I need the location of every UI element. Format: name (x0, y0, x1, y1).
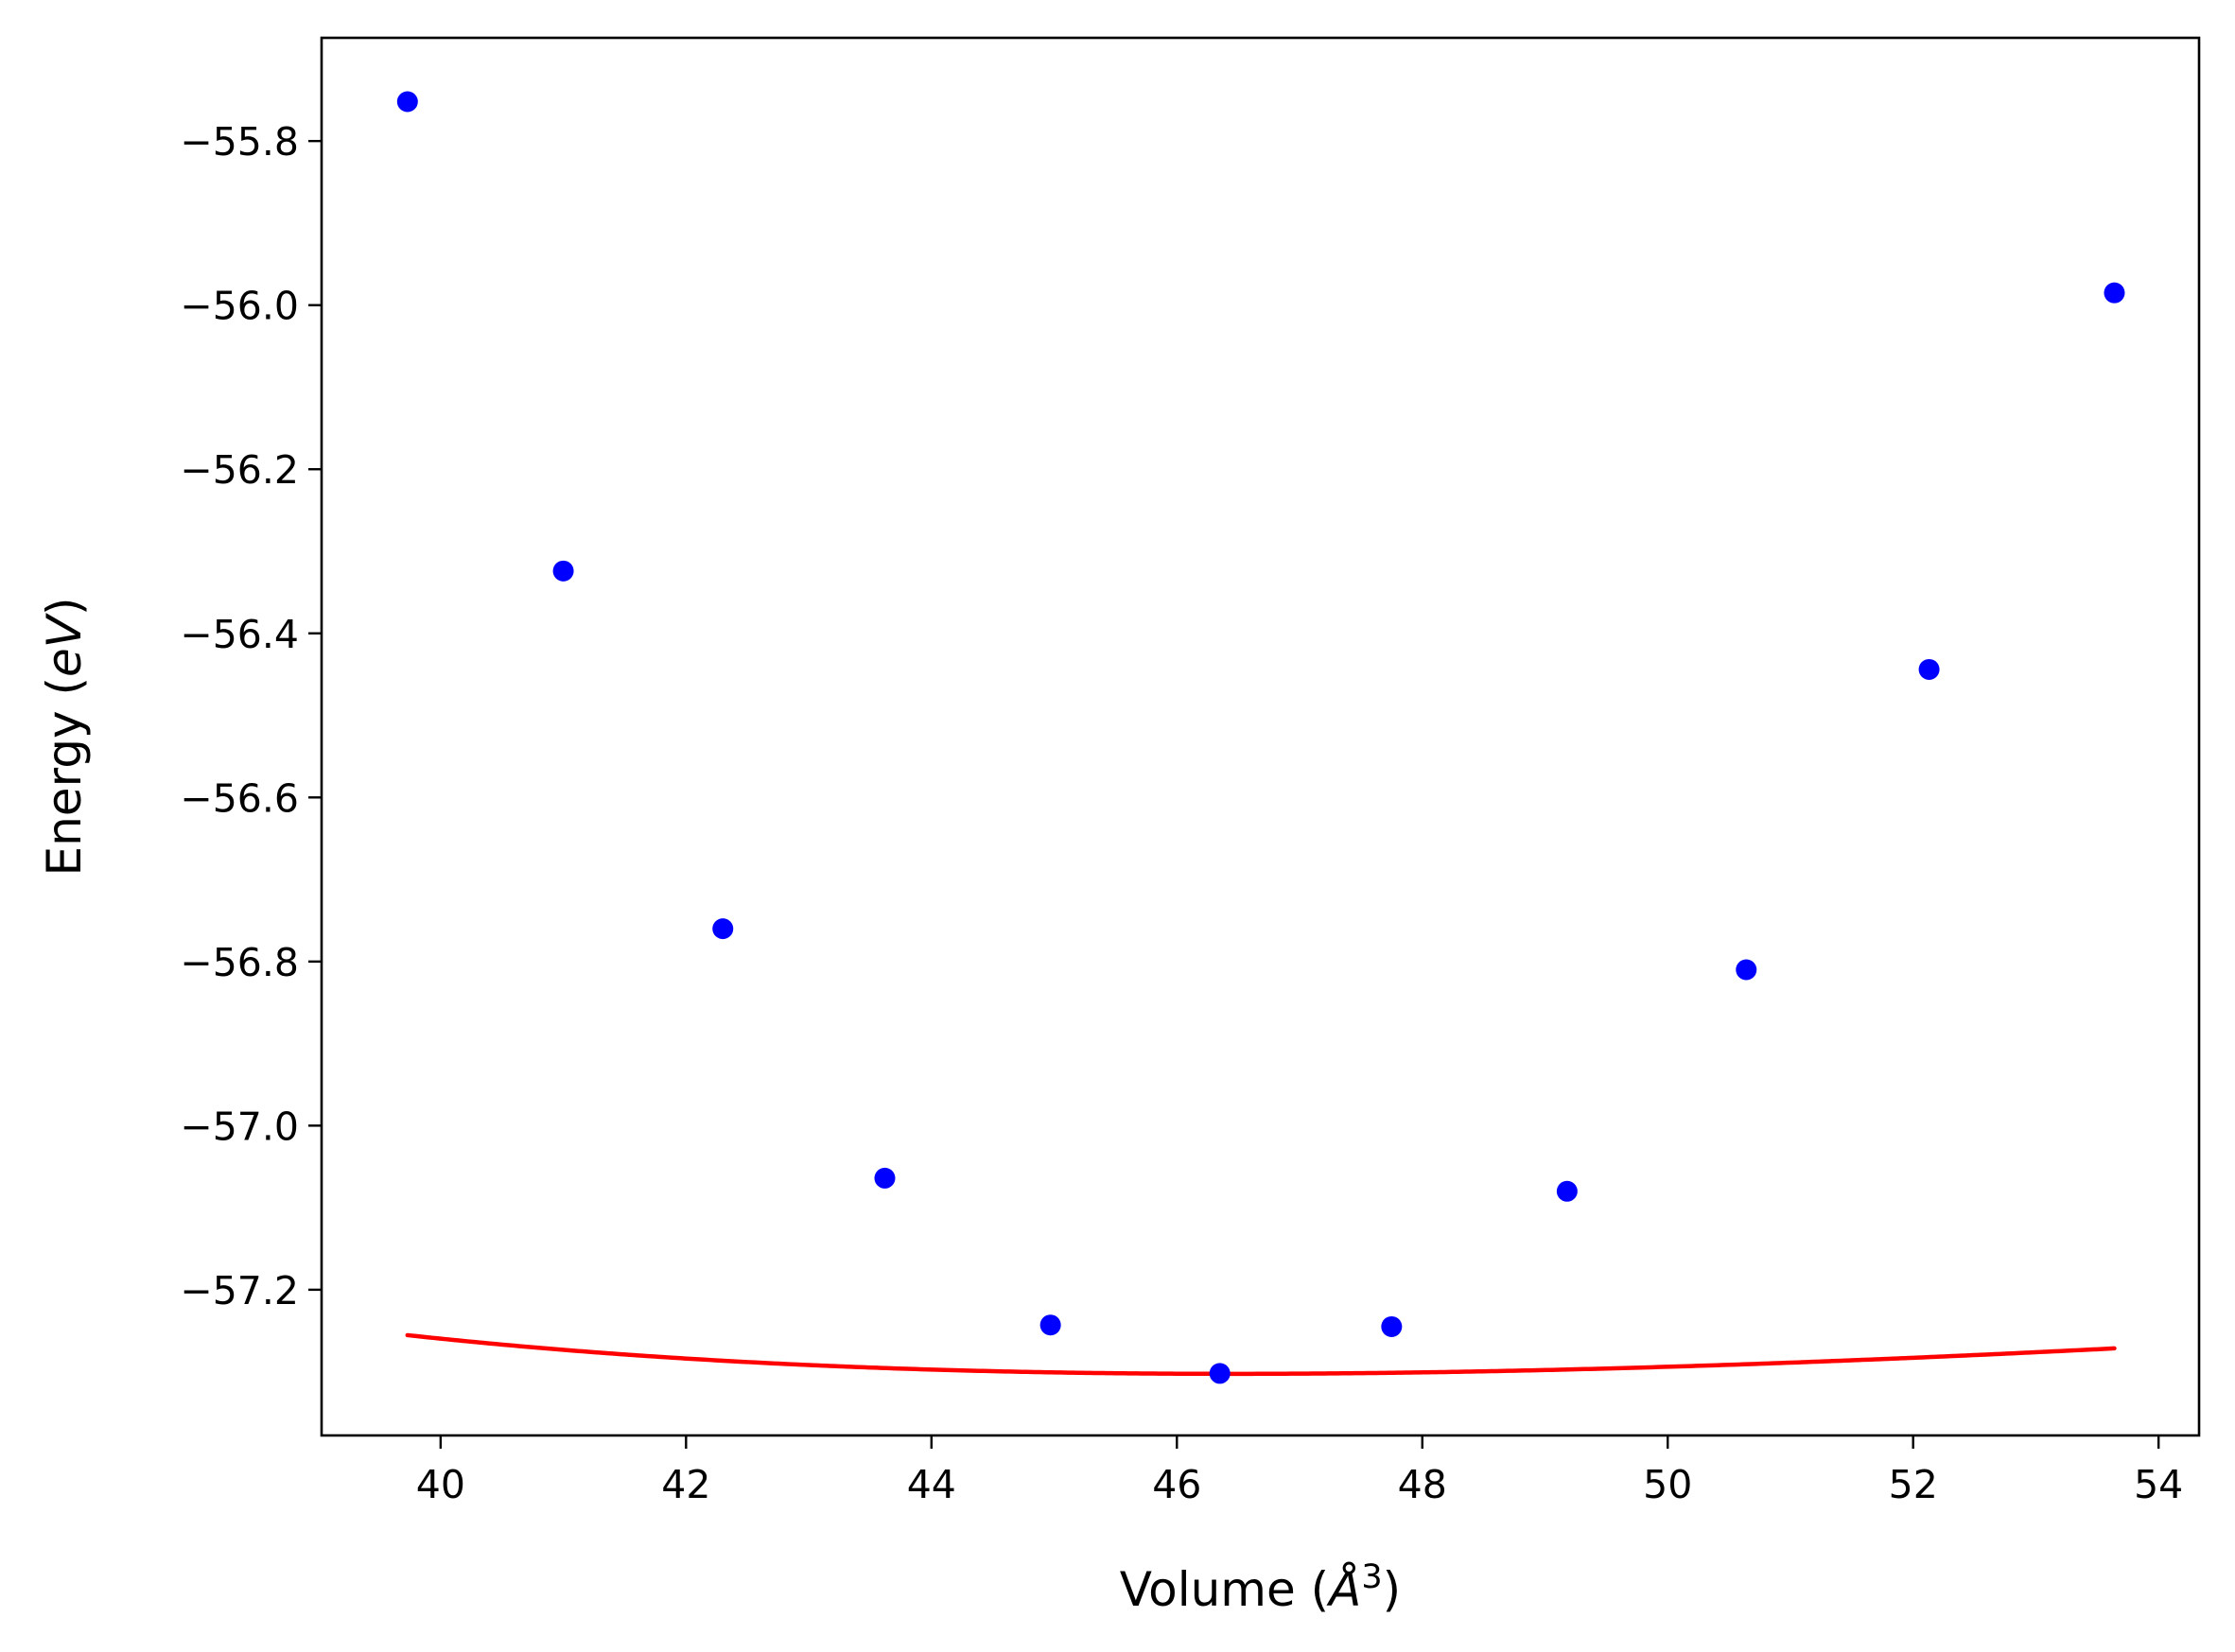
x-tick-label: 54 (2134, 1462, 2183, 1507)
y-tick-label: −57.2 (180, 1268, 299, 1313)
x-tick-label: 40 (416, 1462, 465, 1507)
x-tick-label: 52 (1889, 1462, 1938, 1507)
y-tick-label: −57.0 (180, 1104, 299, 1149)
y-axis: −55.8 −56.0 −56.2 −56.4 −56.6 −56.8 −57.0 −57.2 (180, 119, 322, 1313)
x-tick-label: 44 (907, 1462, 956, 1507)
y-tick-label: −56.4 (180, 612, 299, 657)
data-point (1736, 959, 1757, 981)
data-point (1381, 1315, 1403, 1337)
x-tick-label: 50 (1643, 1462, 1692, 1507)
y-tick-label: −56.0 (180, 284, 299, 329)
fit-curve-line (405, 1332, 2117, 1377)
x-axis: 40 42 44 46 48 50 52 54 (416, 1435, 2183, 1507)
plot-area (396, 91, 2125, 1384)
data-point (552, 560, 574, 582)
data-point (1556, 1180, 1578, 1202)
y-tick-label: −56.8 (180, 940, 299, 985)
data-point (1209, 1363, 1231, 1384)
data-point (396, 91, 418, 113)
axes-frame (320, 36, 2201, 1437)
x-tick-label: 46 (1152, 1462, 1201, 1507)
x-tick-label: 48 (1398, 1462, 1447, 1507)
y-tick-label: −56.2 (180, 447, 299, 493)
y-axis-label: Energy (eV) (37, 598, 92, 877)
data-point (1039, 1314, 1061, 1336)
y-tick-label: −56.6 (180, 775, 299, 821)
data-point (1918, 658, 1940, 680)
data-point (2104, 282, 2125, 304)
y-tick-label: −55.8 (180, 119, 299, 165)
x-axis-label: Volume (Å3) (1120, 1558, 1401, 1617)
x-tick-label: 42 (661, 1462, 710, 1507)
data-point (874, 1167, 896, 1189)
data-point (712, 918, 734, 940)
